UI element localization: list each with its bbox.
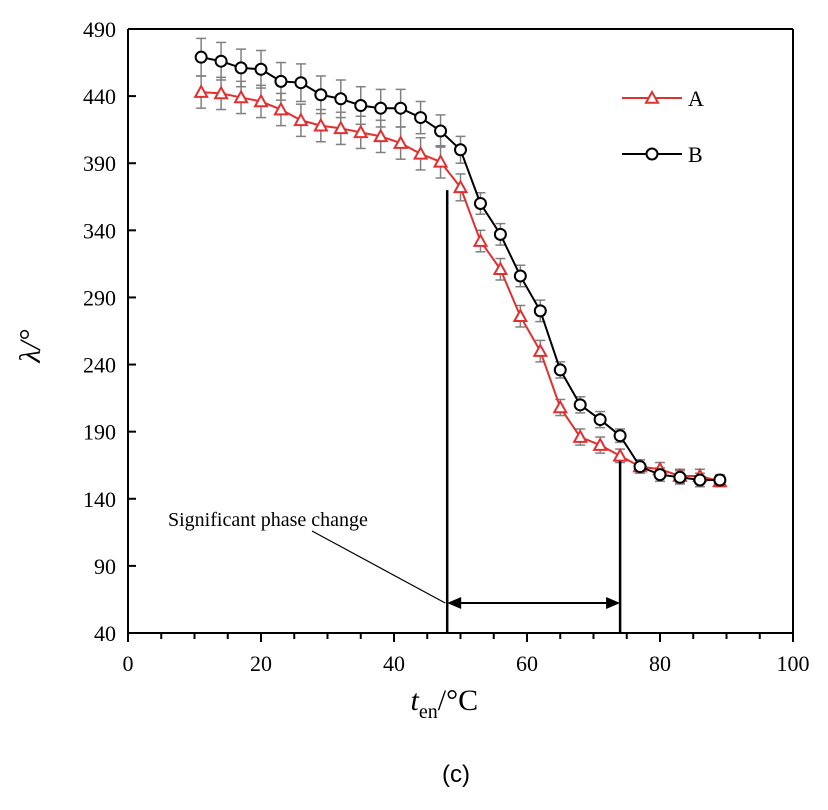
y-tick-label-190: 190 — [83, 420, 116, 445]
annotation-arrowhead-right — [606, 597, 621, 609]
y-axis-title: λ/° — [14, 329, 47, 363]
marker-A — [492, 261, 509, 276]
marker-B — [294, 76, 308, 90]
marker-A — [193, 84, 209, 98]
legend-marker-A — [644, 89, 660, 104]
y-tick-label-490: 490 — [83, 17, 116, 42]
annotation-leader-line — [311, 530, 446, 604]
marker-B — [414, 111, 428, 125]
series-lines — [200, 56, 721, 483]
marker-B — [653, 468, 667, 482]
marker-A — [373, 128, 389, 143]
marker-B — [553, 363, 567, 377]
marker-A — [412, 145, 429, 160]
series-markers — [193, 50, 728, 488]
axes — [127, 28, 794, 634]
marker-A — [392, 135, 409, 149]
annotation-label: Significant phase change — [168, 509, 368, 531]
marker-B — [633, 460, 647, 474]
annotation: Significant phase change — [168, 190, 622, 633]
y-tick-label-390: 390 — [83, 151, 116, 176]
marker-A — [273, 101, 289, 116]
marker-B — [314, 88, 328, 102]
marker-B — [274, 74, 288, 88]
marker-B — [533, 304, 547, 318]
legend-marker-B — [645, 147, 659, 161]
marker-A — [353, 124, 369, 139]
marker-A — [233, 89, 249, 104]
x-axis-title-subscript: en — [419, 701, 438, 723]
y-tick-label-40: 40 — [94, 621, 116, 646]
marker-B — [473, 196, 487, 210]
series-line-B — [200, 56, 720, 481]
marker-B — [673, 470, 687, 484]
marker-B — [713, 473, 727, 487]
marker-B — [354, 99, 368, 113]
x-tick-label-80: 80 — [649, 651, 671, 676]
marker-A — [293, 112, 309, 127]
x-tick-label-100: 100 — [777, 651, 810, 676]
y-tick-label-90: 90 — [94, 554, 116, 579]
marker-A — [213, 85, 229, 100]
legend-label-B: B — [688, 142, 703, 167]
marker-B — [613, 429, 627, 443]
marker-B — [593, 413, 607, 427]
error-bars — [196, 37, 725, 488]
x-tick-label-0: 0 — [123, 651, 134, 676]
x-axis-title-unit: /°C — [438, 684, 478, 717]
figure-caption: (c) — [442, 761, 470, 788]
y-tick-label-240: 240 — [83, 353, 116, 378]
marker-B — [513, 269, 527, 283]
marker-A — [313, 117, 329, 132]
marker-B — [234, 61, 248, 75]
legend-label-A: A — [688, 86, 704, 111]
x-tick-label-20: 20 — [250, 651, 272, 676]
ticks: 40 90 140 190 240 290 340 390 440 490 0 20 40 60 80 100 — [83, 17, 810, 676]
legend: AB — [622, 86, 704, 167]
marker-B — [434, 124, 448, 138]
marker-B — [214, 54, 228, 68]
x-axis-title: ten/°C — [411, 684, 479, 723]
marker-A — [333, 120, 349, 135]
y-tick-label-140: 140 — [83, 487, 116, 512]
marker-A — [532, 343, 548, 357]
marker-A — [572, 428, 588, 443]
marker-B — [693, 473, 707, 487]
marker-A — [253, 93, 269, 108]
marker-B — [254, 62, 268, 76]
marker-A — [452, 179, 469, 194]
annotation-arrowhead-left — [447, 597, 462, 609]
marker-B — [394, 101, 408, 115]
marker-B — [493, 227, 507, 241]
y-tick-label-290: 290 — [83, 285, 116, 310]
marker-A — [472, 233, 489, 247]
marker-A — [552, 399, 568, 414]
marker-B — [454, 143, 467, 157]
marker-B — [194, 50, 208, 64]
marker-B — [573, 398, 587, 412]
x-axis-title-var: t — [411, 684, 420, 717]
x-tick-label-40: 40 — [383, 651, 405, 676]
y-tick-label-440: 440 — [83, 84, 116, 109]
marker-A — [612, 447, 628, 462]
y-tick-label-340: 340 — [83, 218, 116, 243]
marker-B — [374, 101, 388, 115]
marker-A — [432, 153, 449, 168]
marker-A — [512, 308, 529, 323]
marker-A — [592, 437, 608, 451]
marker-B — [334, 92, 348, 106]
x-tick-label-60: 60 — [516, 651, 538, 676]
